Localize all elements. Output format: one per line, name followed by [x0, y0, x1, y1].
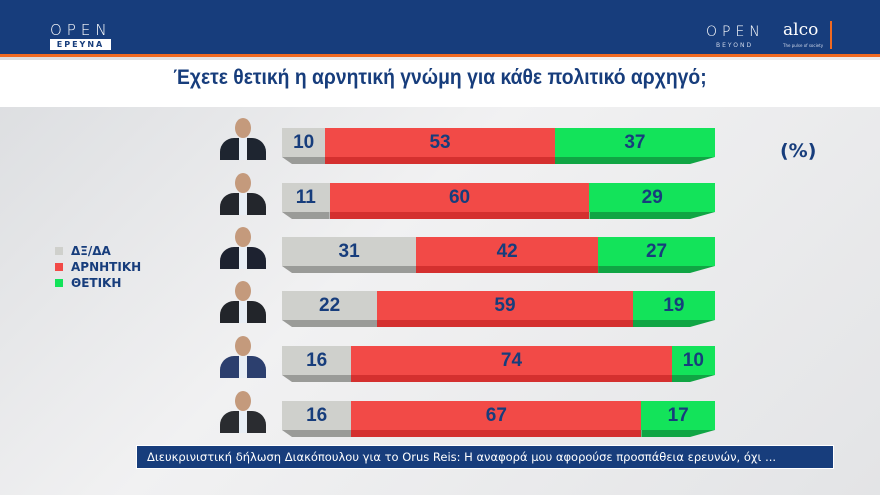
- leader-portrait: [217, 114, 269, 160]
- data-label: 10: [293, 131, 315, 153]
- alco-tagline: The pulse of society: [783, 43, 824, 48]
- unit-label: (%): [780, 140, 817, 162]
- open-beyond-logo: OPEN: [706, 24, 765, 40]
- data-label: 42: [496, 240, 518, 262]
- bar-bevel: [282, 320, 378, 327]
- bar-segment: 22: [282, 291, 378, 320]
- bar-segment: 53: [325, 128, 555, 157]
- bar-bevel: [555, 157, 715, 164]
- bar-segment: 17: [641, 401, 715, 430]
- data-label: 11: [295, 186, 316, 208]
- bar-segment: 74: [351, 346, 672, 375]
- bar-segment: 60: [329, 183, 590, 212]
- leader-portrait: [217, 387, 269, 433]
- news-ticker: Διευκρινιστική δήλωση Διακόπουλου για το…: [136, 445, 834, 469]
- bar-bevel: [351, 375, 672, 382]
- data-label: 17: [667, 404, 689, 426]
- bar-segment: 11: [282, 183, 330, 212]
- legend-item: ΔΞ/ΔΑ: [55, 243, 141, 259]
- header-bar: OPEN ΕΡΕΥΝΑ OPEN BEYOND alco The pulse o…: [0, 0, 880, 57]
- legend-swatch: [55, 247, 63, 255]
- open-logo: OPEN: [50, 21, 112, 39]
- bar-segment: 16: [282, 401, 352, 430]
- bar-bevel: [282, 430, 352, 437]
- bar-bevel: [589, 212, 715, 219]
- data-label: 53: [429, 131, 451, 153]
- bar-segment: 29: [589, 183, 715, 212]
- bar-bevel: [377, 320, 633, 327]
- bar-segment: 42: [416, 237, 599, 266]
- leader-portrait: [217, 277, 269, 323]
- data-label: 27: [645, 240, 668, 262]
- erevna-logo: ΕΡΕΥΝΑ: [50, 39, 111, 50]
- bar-segment: 67: [351, 401, 642, 430]
- bar-bevel: [282, 212, 330, 219]
- bar-segment: 16: [282, 346, 352, 375]
- bar-segment: 31: [282, 237, 417, 266]
- data-label: 22: [319, 294, 341, 316]
- bar-bevel: [416, 266, 599, 273]
- alco-logo: alco: [783, 20, 819, 40]
- bar-segment: 27: [598, 237, 715, 266]
- bar-bevel: [598, 266, 715, 273]
- leader-portrait: [217, 332, 269, 378]
- data-label: 19: [663, 294, 685, 316]
- beyond-label: BEYOND: [716, 42, 754, 49]
- stacked-bar: 16 67 17: [282, 401, 715, 437]
- bar-bevel: [282, 266, 417, 273]
- legend-swatch: [55, 263, 63, 271]
- bar-segment: 59: [377, 291, 633, 320]
- bar-segment: 10: [671, 346, 715, 375]
- title-band: [0, 60, 880, 107]
- stacked-bar: 22 59 19: [282, 291, 715, 327]
- bar-bevel: [282, 375, 352, 382]
- data-label: 16: [306, 404, 328, 426]
- bar-bevel: [351, 430, 642, 437]
- data-label: 74: [500, 349, 523, 371]
- legend-label: ΔΞ/ΔΑ: [71, 244, 111, 258]
- legend-item: ΘΕΤΙΚΗ: [55, 275, 141, 291]
- data-label: 16: [306, 349, 328, 371]
- legend-label: ΑΡΝΗΤΙΚΗ: [71, 260, 142, 274]
- divider: [830, 21, 832, 49]
- data-label: 37: [624, 131, 646, 153]
- bar-segment: 19: [632, 291, 715, 320]
- leader-portrait: [217, 223, 269, 269]
- legend-item: ΑΡΝΗΤΙΚΗ: [55, 259, 141, 275]
- stacked-bar: 10 53 37: [282, 128, 715, 164]
- bar-bevel: [282, 157, 326, 164]
- bar-segment: 10: [282, 128, 326, 157]
- data-label: 67: [485, 404, 507, 426]
- bar-bevel: [633, 320, 715, 327]
- bar-bevel: [325, 157, 555, 164]
- bar-bevel: [672, 375, 715, 382]
- data-label: 29: [641, 186, 663, 208]
- stacked-bar: 31 42 27: [282, 237, 715, 273]
- data-label: 59: [494, 294, 516, 316]
- bar-bevel: [329, 212, 590, 219]
- leader-portrait: [217, 169, 269, 215]
- data-label: 10: [682, 349, 704, 371]
- legend: ΔΞ/ΔΑ ΑΡΝΗΤΙΚΗ ΘΕΤΙΚΗ: [55, 243, 141, 291]
- legend-label: ΘΕΤΙΚΗ: [71, 276, 122, 290]
- bar-segment: 37: [554, 128, 715, 157]
- stacked-bar: 16 74 10: [282, 346, 715, 382]
- chart-title: Έχετε θετική η αρνητική γνώμη για κάθε π…: [173, 66, 707, 89]
- data-label: 31: [338, 240, 360, 262]
- legend-swatch: [55, 279, 63, 287]
- stacked-bar: 11 60 29: [282, 183, 715, 219]
- data-label: 60: [448, 186, 471, 208]
- bar-bevel: [641, 430, 715, 437]
